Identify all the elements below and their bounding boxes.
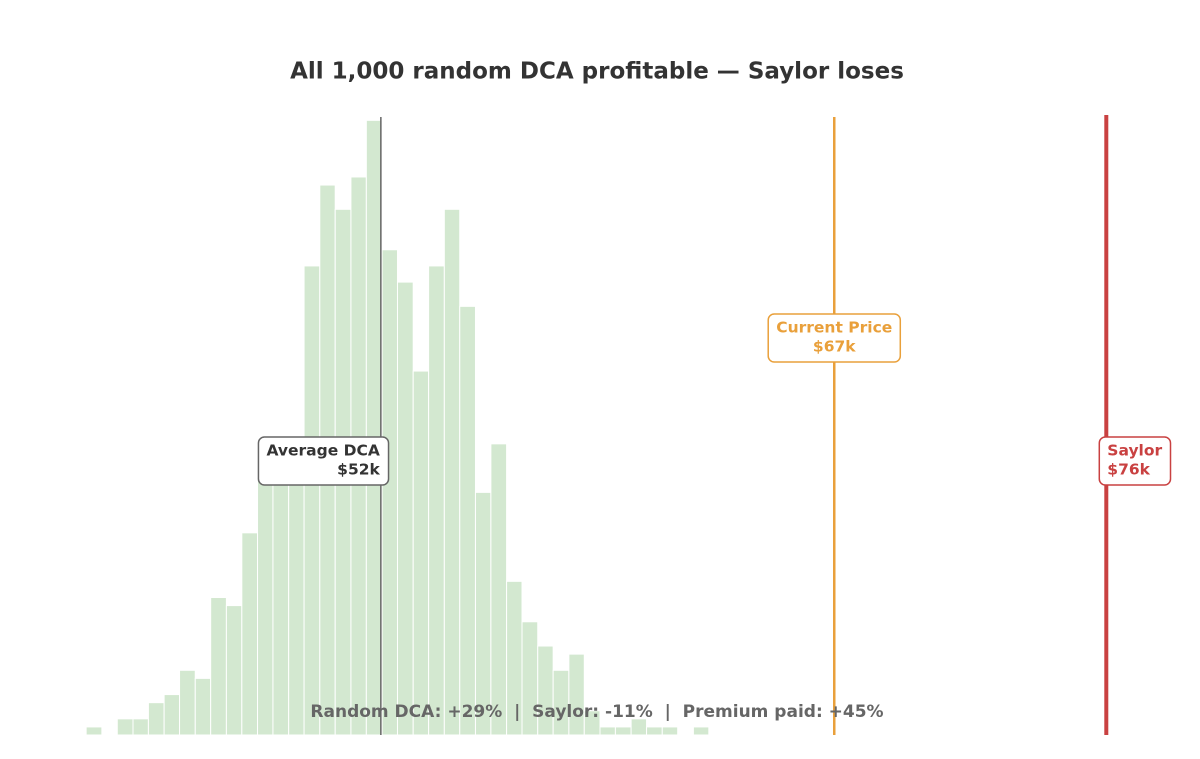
line-label: Average DCA$52k [257, 436, 390, 486]
bar [428, 265, 445, 736]
bar [692, 726, 710, 736]
bar [474, 491, 492, 736]
bar [147, 702, 165, 736]
bar [163, 694, 181, 736]
bar [179, 669, 196, 736]
bar [85, 726, 103, 736]
bar [381, 249, 398, 736]
chart-title: All 1,000 random DCA profitable — Saylor… [290, 59, 904, 85]
line-label: Saylor$76k [1098, 436, 1172, 486]
bar [303, 265, 321, 736]
bars [85, 119, 710, 736]
bar [396, 281, 414, 736]
bar [490, 443, 508, 736]
bar [459, 305, 476, 736]
bar [583, 710, 601, 736]
line-label-value: $76k [1107, 461, 1150, 479]
line-label-name: Current Price [776, 319, 892, 337]
line-label-value: $52k [337, 461, 380, 479]
annotation: Random DCA: +29% | Saylor: -11% | Premiu… [310, 702, 883, 722]
line-label-name: Saylor [1107, 442, 1162, 460]
bar [599, 726, 616, 736]
label-box [257, 436, 390, 486]
line-label-value: $67k [813, 338, 856, 356]
bar [194, 677, 212, 736]
bar [272, 451, 290, 736]
bar [210, 597, 227, 736]
reference-lines: Average DCA$52k Current Price$67k Saylor$7… [257, 115, 1172, 735]
bar [661, 726, 679, 736]
bar [225, 605, 243, 736]
bar [646, 726, 663, 736]
bar [132, 718, 149, 736]
bar [443, 208, 461, 736]
label-box [767, 313, 902, 363]
bar [288, 451, 305, 736]
line-label-name: Average DCA [266, 442, 379, 460]
bar [241, 532, 259, 736]
bar [412, 370, 430, 736]
line-label: Current Price$67k [767, 313, 902, 363]
bar [257, 475, 274, 736]
bar [116, 718, 134, 736]
label-box [1098, 436, 1172, 486]
bar [568, 653, 585, 736]
bar [614, 726, 632, 736]
bar [365, 119, 383, 736]
